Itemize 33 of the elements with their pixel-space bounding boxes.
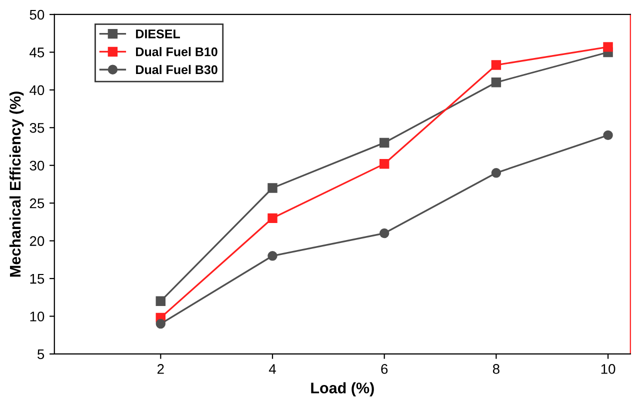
point [491,168,502,178]
y-axis-title: Mechanical Efficiency (%) [9,92,24,277]
x-tick-label: 8 [492,364,500,374]
y-tick-label: 30 [30,160,44,171]
y-tick-label: 10 [30,312,44,322]
x-tick-label: 6 [381,364,388,374]
x-tick-label: 10 [601,364,616,374]
y-tick-label: 20 [30,236,44,246]
point [603,130,613,140]
point [379,228,390,238]
point [603,42,613,52]
x-tick-label: 2 [157,364,164,374]
y-tick-label: 5 [38,349,44,360]
point [268,251,278,261]
legend-label: Dual Fuel B10 [136,47,218,56]
y-tick-label: 15 [30,274,44,284]
point [268,183,278,193]
point [156,296,166,306]
point [268,213,278,224]
legend-label: Dual Fuel B30 [136,64,218,74]
point [379,159,390,169]
x-tick-label: 4 [268,364,276,374]
point [156,318,166,329]
x-axis-title: Load (%) [311,382,374,396]
y-tick-label: 45 [30,48,44,58]
point [379,138,390,148]
y-tick-label: 25 [30,198,44,208]
point [491,60,502,70]
y-tick-label: 40 [30,85,44,96]
y-tick-label: 35 [30,122,44,133]
point [491,78,502,88]
y-tick-label: 50 [30,10,44,20]
legend-label: DIESEL [136,29,180,38]
